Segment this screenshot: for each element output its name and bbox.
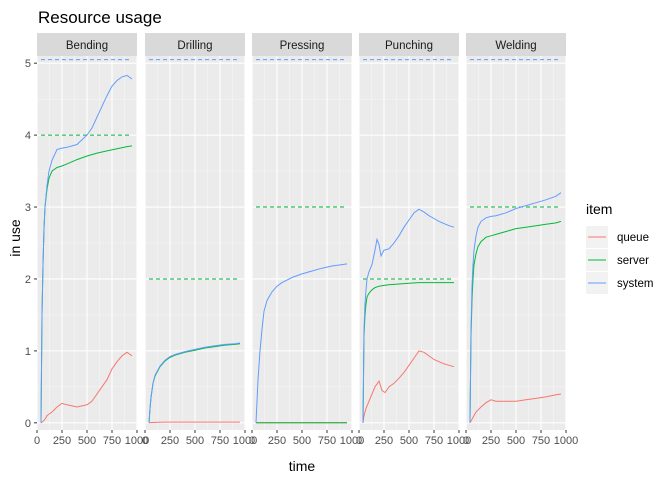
x-tick-label: 500	[293, 435, 311, 447]
strip-background	[145, 33, 245, 56]
x-tick-label: 1000	[447, 435, 471, 447]
x-tick-label: 250	[161, 435, 179, 447]
x-tick-label: 250	[482, 435, 500, 447]
facet-panels: Bending 0 250 500 750 1000 Drilling 0 250 500 750 1…	[34, 33, 578, 447]
series-line-system	[255, 263, 348, 423]
x-tick-label: 1000	[125, 435, 149, 447]
panel-welding: Welding 0 250 500 750 1000	[463, 33, 578, 447]
strip-background	[252, 33, 352, 56]
x-tick-label: 250	[375, 435, 393, 447]
series-line-server	[469, 220, 562, 423]
y-tick-label: 0	[25, 418, 31, 430]
y-tick-label: 4	[25, 130, 31, 142]
legend-label-server: server	[617, 255, 649, 267]
strip-label: Bending	[66, 40, 108, 52]
x-tick-label: 1000	[233, 435, 257, 447]
x-tick-label: 500	[186, 435, 204, 447]
strip-background	[37, 33, 137, 56]
panel-punching: Punching 0 250 500 750 1000	[356, 33, 471, 447]
y-tick-label: 3	[25, 202, 31, 214]
x-tick-label: 500	[507, 435, 525, 447]
strip-label: Welding	[495, 40, 536, 52]
x-tick-label: 750	[318, 435, 336, 447]
series-line-system	[362, 208, 455, 423]
panel-drilling: Drilling 0 250 500 750 1000	[142, 33, 257, 447]
strip-label: Drilling	[177, 40, 212, 52]
x-tick-label: 0	[34, 435, 40, 447]
x-tick-label: 1000	[554, 435, 578, 447]
x-tick-label: 0	[463, 435, 469, 447]
series-line-system	[469, 192, 562, 423]
x-tick-label: 250	[53, 435, 71, 447]
x-tick-label: 750	[211, 435, 229, 447]
x-tick-label: 500	[78, 435, 96, 447]
y-tick-label: 5	[25, 58, 31, 70]
strip-background	[466, 33, 566, 56]
strip-label: Punching	[385, 40, 433, 52]
x-tick-label: 0	[249, 435, 255, 447]
x-tick-label: 750	[532, 435, 550, 447]
x-tick-label: 250	[268, 435, 286, 447]
panel-bending: Bending 0 250 500 750 1000	[34, 33, 149, 447]
series-line-queue	[40, 351, 133, 424]
series-line-system	[148, 342, 241, 423]
panel-pressing: Pressing 0 250 500 750 1000	[249, 33, 364, 447]
y-tick-label: 2	[25, 274, 31, 286]
strip-label: Pressing	[280, 40, 325, 52]
series-line-queue	[148, 421, 240, 424]
series-line-queue	[469, 393, 562, 424]
strip-background	[359, 33, 459, 56]
legend-label-queue: queue	[617, 232, 649, 244]
y-axis: 0 1 2 3 4 5	[25, 58, 37, 430]
y-tick-label: 1	[25, 346, 31, 358]
x-tick-label: 1000	[340, 435, 364, 447]
x-tick-label: 0	[356, 435, 362, 447]
legend-title: item	[586, 201, 612, 217]
legend: item queue server system	[586, 201, 653, 294]
x-tick-label: 750	[425, 435, 443, 447]
legend-label-system: system	[617, 278, 653, 290]
x-axis-title: time	[289, 458, 316, 474]
series-line-server	[362, 282, 454, 423]
x-tick-label: 750	[103, 435, 121, 447]
x-tick-label: 500	[400, 435, 418, 447]
y-axis-title: in use	[7, 219, 23, 257]
chart-title: Resource usage	[38, 8, 162, 27]
series-line-system	[40, 74, 133, 423]
series-line-queue	[362, 350, 455, 423]
x-tick-label: 0	[142, 435, 148, 447]
